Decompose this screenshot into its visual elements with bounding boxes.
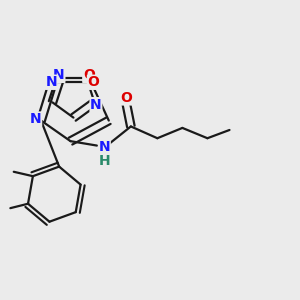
Text: N: N	[46, 75, 57, 89]
Text: O: O	[83, 68, 95, 82]
Text: O: O	[121, 91, 132, 105]
Text: H: H	[99, 154, 110, 168]
Text: N: N	[53, 68, 65, 82]
Text: N: N	[98, 140, 110, 154]
Text: N: N	[30, 112, 42, 126]
Text: O: O	[88, 75, 99, 89]
Text: N: N	[90, 98, 102, 112]
